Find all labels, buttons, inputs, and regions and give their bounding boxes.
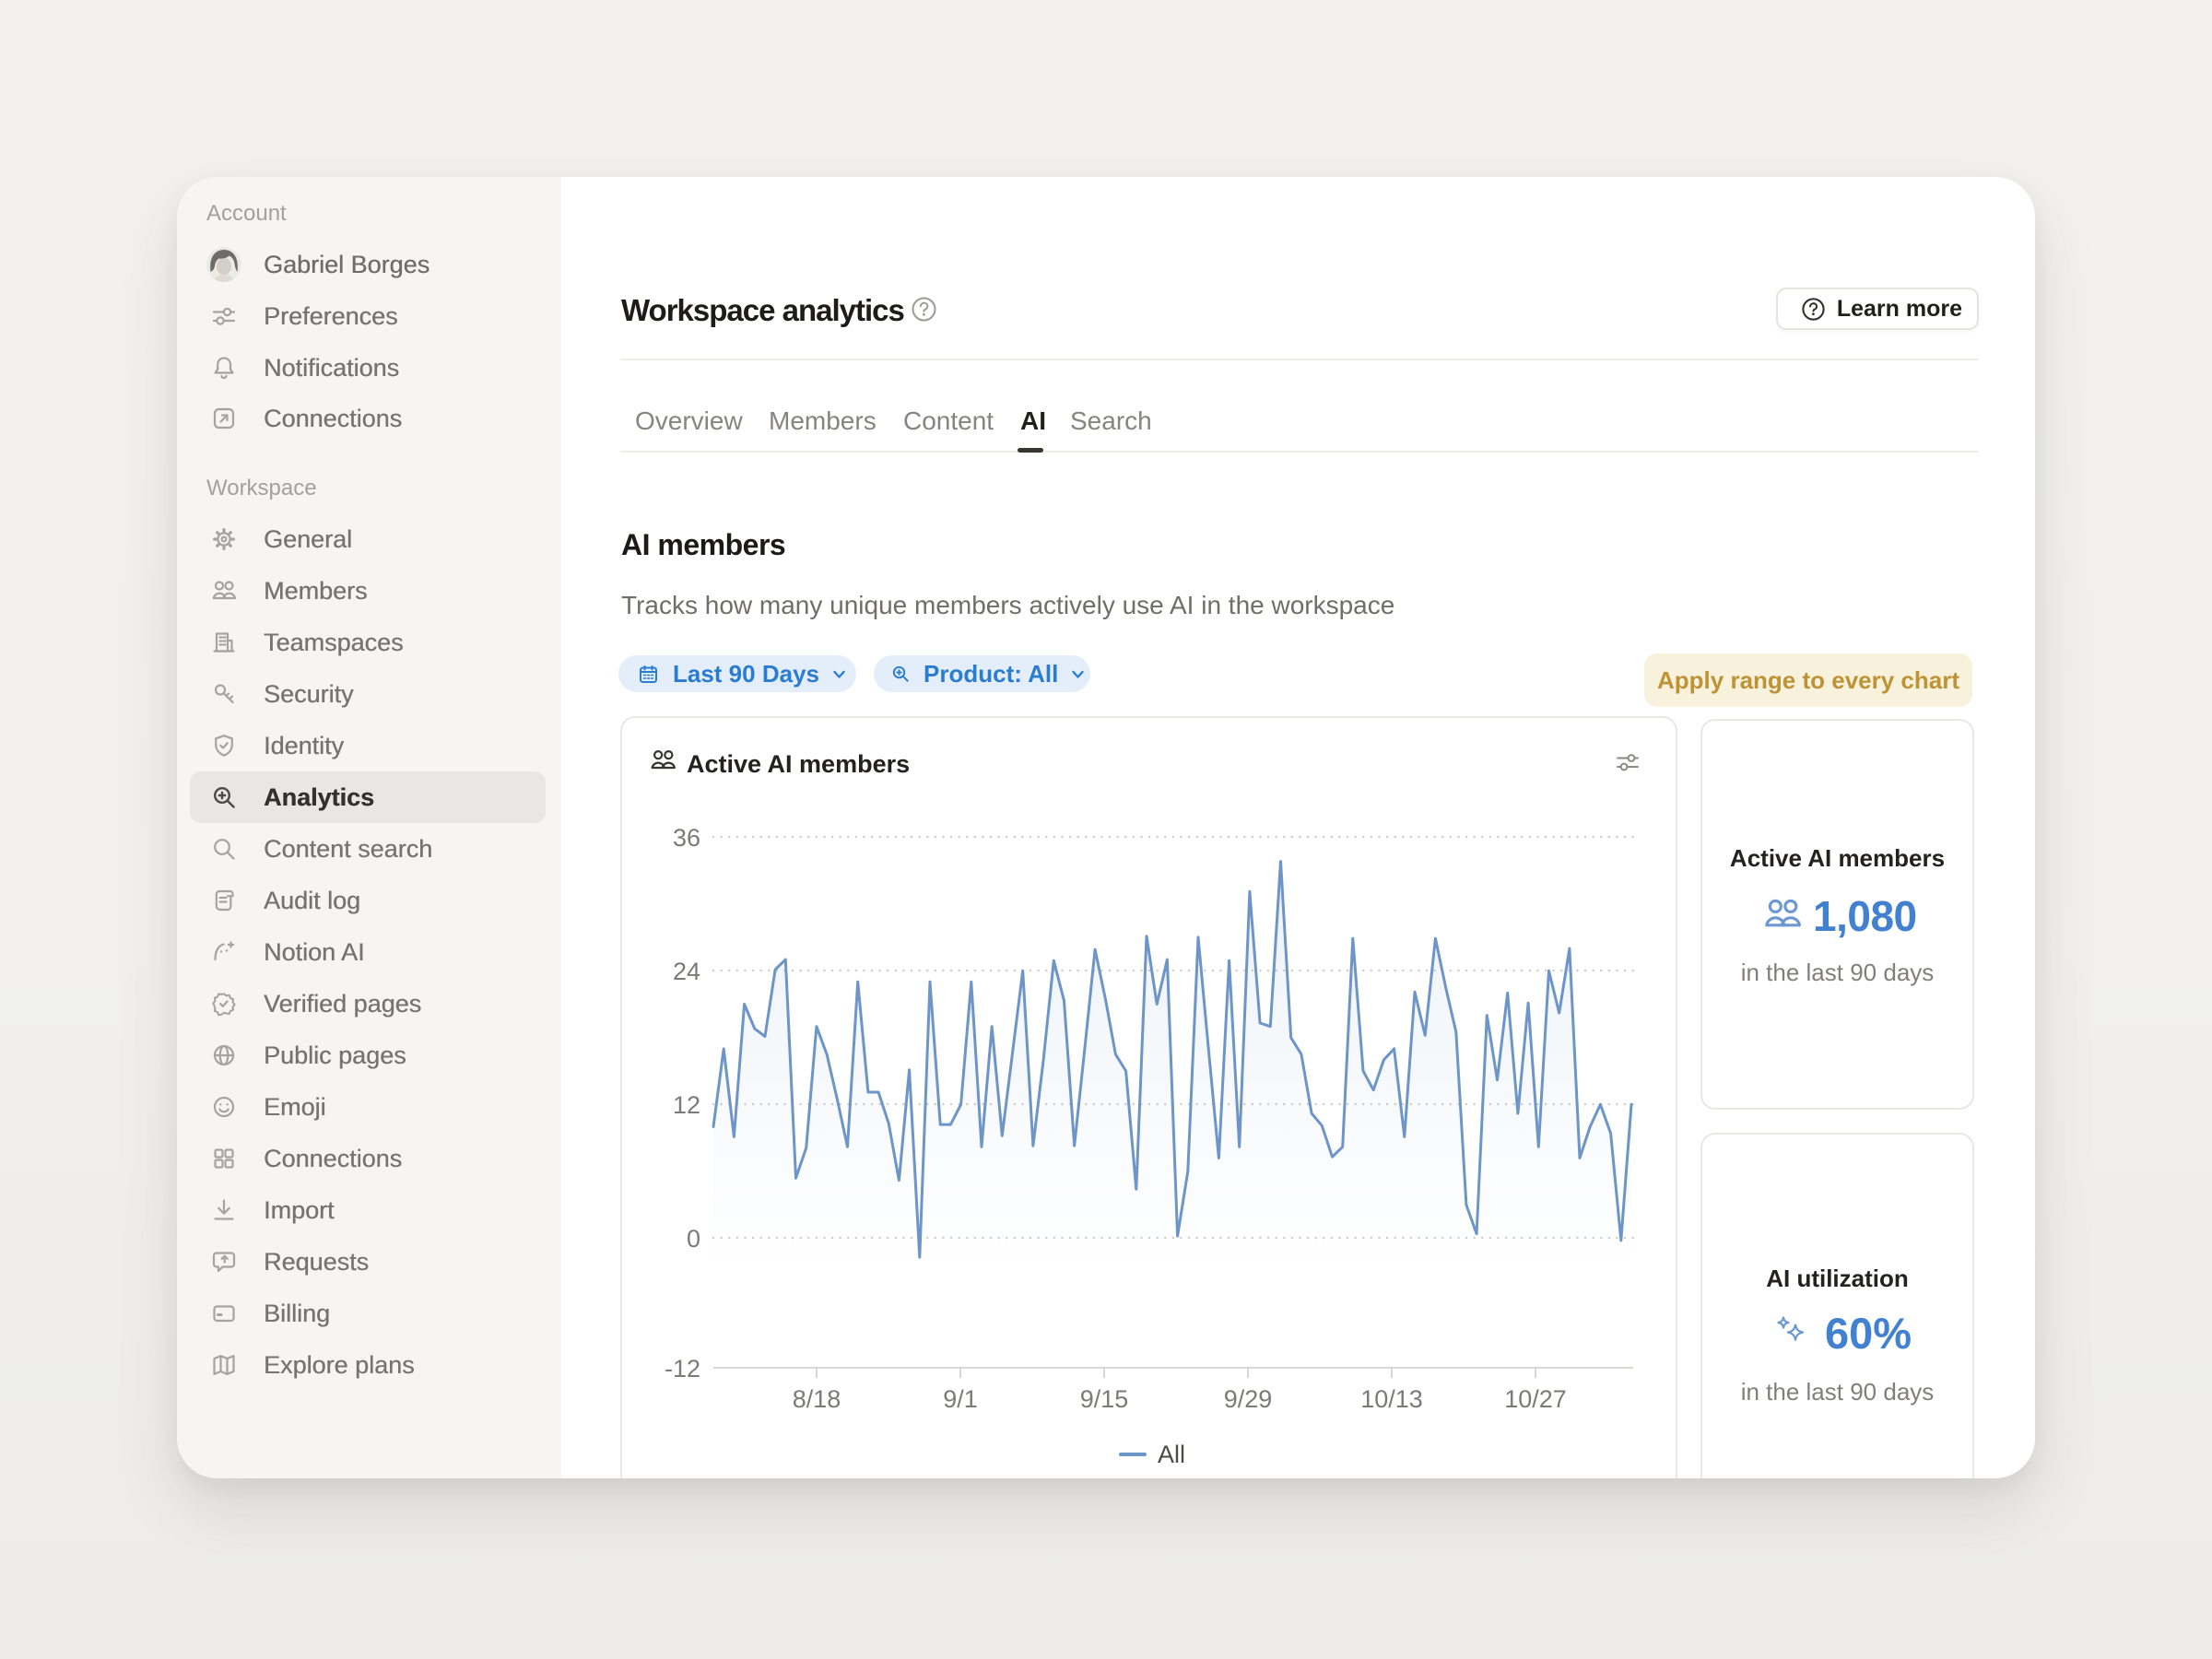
svg-text:36: 36 xyxy=(673,824,700,852)
svg-text:12: 12 xyxy=(673,1091,700,1119)
svg-text:10/27: 10/27 xyxy=(1504,1385,1567,1413)
svg-text:9/1: 9/1 xyxy=(943,1385,978,1413)
svg-text:All: All xyxy=(1158,1441,1185,1468)
svg-text:10/13: 10/13 xyxy=(1360,1385,1423,1413)
svg-text:9/15: 9/15 xyxy=(1080,1385,1129,1413)
svg-text:9/29: 9/29 xyxy=(1224,1385,1273,1413)
svg-text:0: 0 xyxy=(687,1225,700,1253)
svg-text:24: 24 xyxy=(673,958,700,985)
svg-text:-12: -12 xyxy=(665,1355,700,1382)
svg-text:8/18: 8/18 xyxy=(793,1385,841,1413)
